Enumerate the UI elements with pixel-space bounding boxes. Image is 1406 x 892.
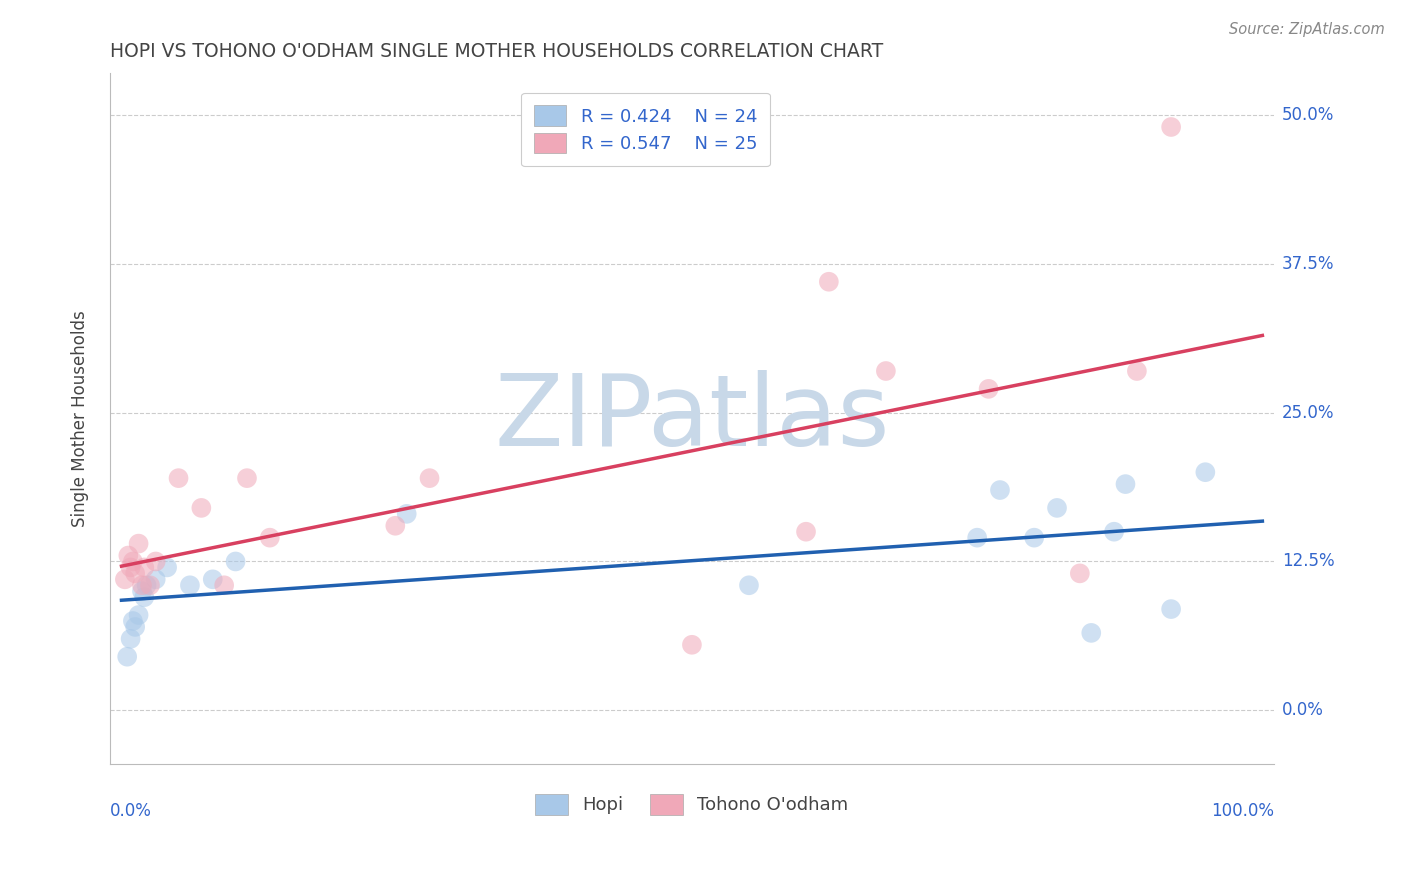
Point [134,560,156,574]
Point [145,554,167,568]
Point [167,471,190,485]
Point [395,507,418,521]
Point [201,572,224,586]
Point [212,578,235,592]
Point [134,590,156,604]
Point [1160,602,1182,616]
Point [259,531,281,545]
Point [156,560,179,574]
Point [1114,477,1136,491]
Text: 50.0%: 50.0% [1282,106,1334,124]
Point [681,638,703,652]
Point [139,578,162,592]
Y-axis label: Single Mother Households: Single Mother Households [72,310,89,527]
Point [124,566,146,581]
Point [818,275,841,289]
Point [236,471,259,485]
Point [966,531,988,545]
Point [122,614,145,628]
Point [225,554,247,568]
Point [384,518,406,533]
Text: 0.0%: 0.0% [1282,701,1324,719]
Point [1069,566,1091,581]
Point [977,382,1000,396]
Text: HOPI VS TOHONO O'ODHAM SINGLE MOTHER HOUSEHOLDS CORRELATION CHART: HOPI VS TOHONO O'ODHAM SINGLE MOTHER HOU… [110,42,883,61]
Point [418,471,440,485]
Text: 100.0%: 100.0% [1211,802,1274,820]
Point [179,578,201,592]
Point [122,554,145,568]
Point [114,572,136,586]
Point [124,620,146,634]
Point [117,549,139,563]
Text: 25.0%: 25.0% [1282,404,1334,422]
Point [115,649,138,664]
Point [1194,465,1216,479]
Point [794,524,817,539]
Point [145,572,167,586]
Text: 12.5%: 12.5% [1282,552,1334,571]
Point [1126,364,1149,378]
Point [128,607,150,622]
Point [875,364,897,378]
Point [988,483,1011,497]
Point [1102,524,1125,539]
Point [1046,500,1069,515]
Text: Source: ZipAtlas.com: Source: ZipAtlas.com [1229,22,1385,37]
Point [1080,626,1102,640]
Point [190,500,212,515]
Point [1024,531,1046,545]
Point [120,560,142,574]
Point [135,578,157,592]
Point [131,584,153,599]
Point [131,578,153,592]
Point [738,578,761,592]
Point [128,536,150,550]
Text: 37.5%: 37.5% [1282,255,1334,273]
Point [120,632,142,646]
Point [1160,120,1182,134]
Text: ZIPatlas: ZIPatlas [494,370,890,467]
Text: 0.0%: 0.0% [110,802,152,820]
Legend: Hopi, Tohono O'odham: Hopi, Tohono O'odham [526,785,858,824]
